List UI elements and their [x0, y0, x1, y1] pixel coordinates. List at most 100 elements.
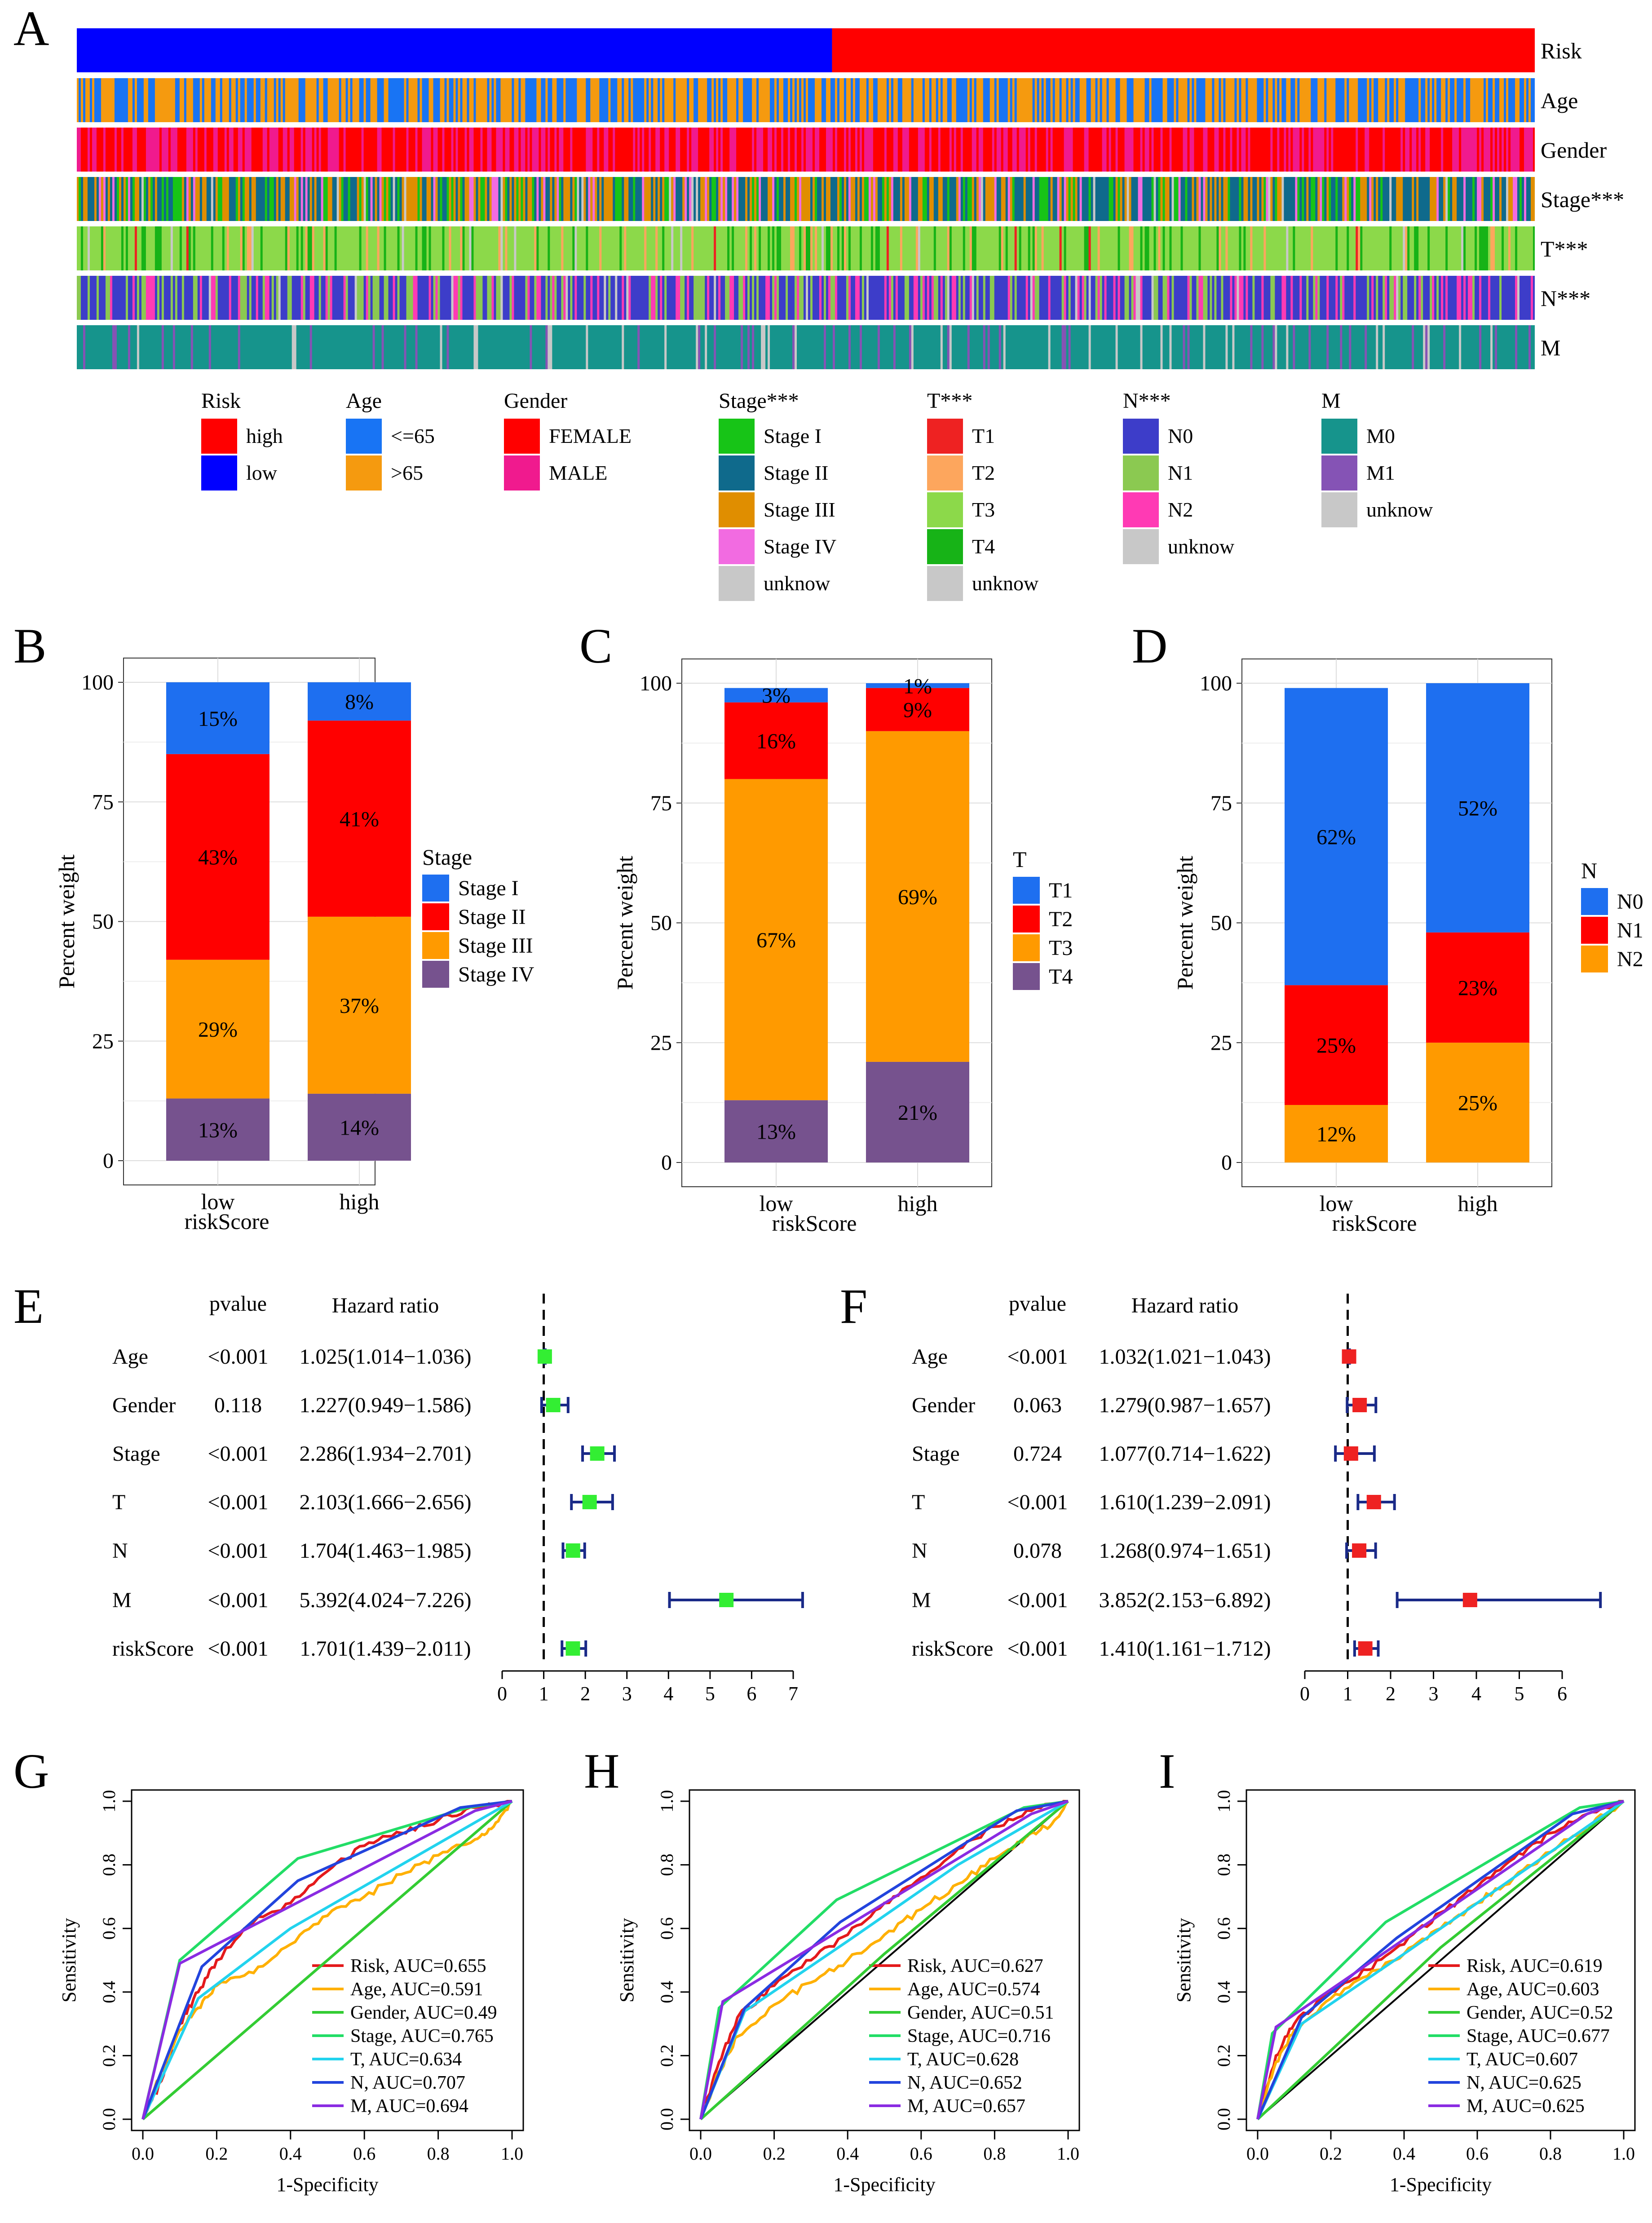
heatmap-cell [1082, 78, 1085, 123]
heatmap-cell [1046, 78, 1049, 123]
heatmap-cell [532, 177, 534, 221]
heatmap-cell [1477, 127, 1480, 172]
heatmap-cell [1037, 275, 1040, 320]
heatmap-cell [390, 127, 393, 172]
heatmap-cell [314, 127, 317, 172]
heatmap-cell [1261, 127, 1264, 172]
heatmap-cell [954, 275, 957, 320]
heatmap-cell [458, 177, 461, 221]
heatmap-cell [184, 275, 187, 320]
heatmap-cell [354, 78, 358, 123]
heatmap-cell [1237, 325, 1240, 370]
legend-title: Gender [504, 389, 567, 413]
heatmap-cell [1504, 78, 1506, 123]
heatmap-cell [415, 127, 418, 172]
heatmap-cell [1183, 325, 1186, 370]
heatmap-cell [1403, 325, 1405, 370]
heatmap-cell [1362, 325, 1365, 370]
heatmap-cell [1196, 177, 1199, 221]
heatmap-cell [841, 78, 844, 123]
heatmap-cell [763, 226, 766, 271]
heatmap-cell [945, 325, 948, 370]
heatmap-cell [107, 325, 110, 370]
heatmap-cell [1023, 177, 1026, 221]
heatmap-cell [1356, 275, 1358, 320]
heatmap-cell [1124, 177, 1127, 221]
heatmap-cell [375, 325, 378, 370]
heatmap-cell [240, 275, 243, 320]
heatmap-cell [172, 177, 176, 221]
heatmap-cell [437, 78, 441, 123]
heatmap-cell [110, 127, 113, 172]
heatmap-cell [1340, 325, 1343, 370]
heatmap-cell [1196, 275, 1199, 320]
heatmap-cell [370, 177, 373, 221]
heatmap-cell [498, 177, 501, 221]
heatmap-cell [754, 325, 757, 370]
heatmap-cell [718, 127, 721, 172]
heatmap-cell [1261, 78, 1264, 123]
heatmap-cell [512, 325, 514, 370]
heatmap-cell [105, 78, 108, 123]
heatmap-cell [1077, 275, 1080, 320]
heatmap-cell [960, 127, 963, 172]
roc-curve-age [141, 1800, 512, 2120]
heatmap-cell [1005, 127, 1008, 172]
heatmap-cell [1470, 275, 1473, 320]
heatmap-cell [1176, 275, 1179, 320]
legend-swatch [346, 419, 382, 454]
y-axis-label: Percent weight [1172, 856, 1197, 990]
heatmap-cell [1052, 275, 1056, 320]
heatmap-cell [1005, 177, 1008, 221]
heatmap-cell [1414, 78, 1417, 123]
heatmap-cell [637, 325, 640, 370]
heatmap-cell [651, 78, 654, 123]
heatmap-cell [563, 275, 566, 320]
heatmap-cell [1039, 78, 1042, 123]
heatmap-cell [332, 78, 335, 123]
heatmap-cell [352, 127, 355, 172]
heatmap-cell [1135, 78, 1139, 123]
heatmap-cell [1118, 325, 1121, 370]
heatmap-cell [1407, 325, 1410, 370]
heatmap-cell [727, 78, 730, 123]
heatmap-cell [949, 78, 952, 123]
heatmap-cell [1066, 226, 1069, 271]
heatmap-cell [134, 127, 137, 172]
heatmap-cell [904, 275, 907, 320]
bar-segment-low-stage-iv [166, 1098, 269, 1161]
heatmap-cell [352, 275, 355, 320]
heatmap-cell [1043, 325, 1047, 370]
heatmap-cell [788, 127, 791, 172]
heatmap-cell [826, 177, 829, 221]
heatmap-cell [918, 177, 921, 221]
heatmap-cell [1102, 275, 1105, 320]
heatmap-cell [134, 177, 137, 221]
heatmap-cell [491, 275, 495, 320]
heatmap-cell [350, 127, 353, 172]
heatmap-cell [514, 226, 517, 271]
heatmap-cell [1293, 78, 1295, 123]
heatmap-cell [366, 127, 369, 172]
heatmap-cell [155, 78, 158, 123]
y-tick-label: 50 [1210, 911, 1232, 935]
heatmap-cell [80, 226, 84, 271]
heatmap-cell [689, 127, 692, 172]
heatmap-cell [1443, 325, 1446, 370]
heatmap-cell [1118, 226, 1121, 271]
heatmap-cell [204, 325, 207, 370]
bar-data-label: 21% [898, 1101, 937, 1125]
heatmap-cell [954, 226, 957, 271]
heatmap-cell [482, 177, 486, 221]
heatmap-cell [1502, 226, 1504, 271]
heatmap-cell [861, 275, 865, 320]
roc-y-tick-label: 0.6 [99, 1917, 119, 1940]
heatmap-cell [1185, 275, 1188, 320]
heatmap-cell [545, 177, 548, 221]
heatmap-cell [503, 127, 506, 172]
heatmap-cell [768, 275, 770, 320]
heatmap-cell [449, 177, 452, 221]
heatmap-cell [678, 177, 680, 221]
heatmap-cell [879, 177, 883, 221]
heatmap-cell [1212, 78, 1215, 123]
